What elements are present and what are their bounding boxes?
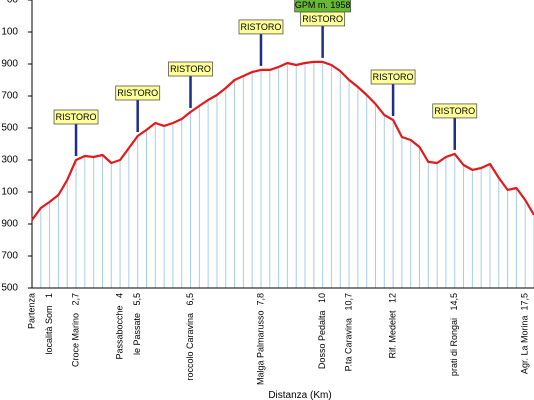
x-tick-label: Croce Marino 2,7 <box>70 293 80 367</box>
x-tick-label: Agr. La Morina 17,5 <box>520 293 530 374</box>
callout-text: RISTORO <box>170 64 211 74</box>
y-tick-label: 700 <box>1 251 18 262</box>
y-tick-label: 300 <box>1 155 18 166</box>
y-tick-label: 700 <box>1 91 18 102</box>
x-tick-label: roccolo Caravina 6,5 <box>185 293 195 381</box>
x-tick-label: prati di Rongai 14,5 <box>449 293 459 376</box>
x-tick-label: Dosso Pedalta 10 <box>317 293 327 369</box>
x-tick-label: Malga Palmarusso 7,8 <box>255 293 265 385</box>
y-tick-label: 500 <box>1 123 18 134</box>
callout-box <box>168 61 213 77</box>
callout-text: RISTORO <box>56 112 97 122</box>
callout-text: RISTORO <box>117 88 158 98</box>
x-tick-label: Partenza <box>26 293 36 329</box>
x-tick-label: le Passate 5,5 <box>132 293 142 355</box>
callout-text: RISTORO <box>373 72 414 82</box>
profile-line <box>31 60 534 221</box>
x-tick-label: P.ta Caravina 10,7 <box>343 293 353 371</box>
callout-box <box>238 19 284 35</box>
callout-box <box>53 109 99 125</box>
y-tick-label: 100 <box>1 27 18 38</box>
callout-box <box>294 0 352 13</box>
x-tick-label: località Som 1 <box>44 293 54 355</box>
callout-box <box>115 85 161 101</box>
x-axis-title: Distanza (Km) <box>268 390 331 400</box>
callout-box <box>370 69 416 85</box>
callout-text: GPM m. 1958 <box>295 0 351 10</box>
y-tick-label: 500 <box>1 283 18 294</box>
x-tick-label: Rif. Medelet 12 <box>387 293 397 359</box>
y-tick-label: 900 <box>1 219 18 230</box>
x-tick-label: Passabocche 4 <box>114 293 124 360</box>
y-tick-label: 100 <box>1 187 18 198</box>
y-tick-label: 900 <box>1 59 18 70</box>
callout-text: RISTORO <box>302 14 343 24</box>
y-tick-label: 00 <box>7 0 19 6</box>
callout-text: RISTORO <box>434 106 475 116</box>
callout-box <box>432 103 478 119</box>
callout-text: RISTORO <box>241 22 282 32</box>
